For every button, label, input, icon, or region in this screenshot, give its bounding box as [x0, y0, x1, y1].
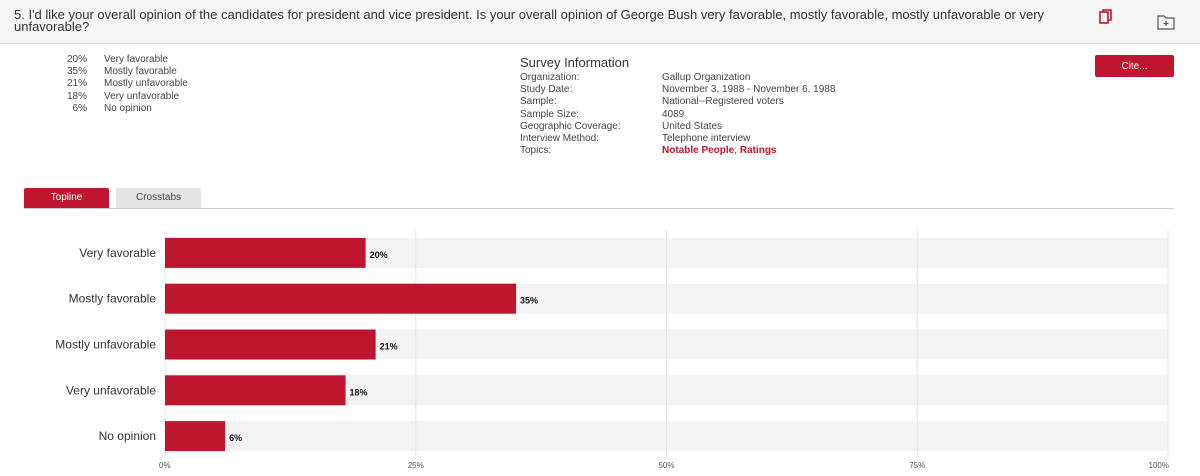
survey-info-row: Interview Method: Telephone interview [520, 133, 835, 145]
category-label: Very favorable [79, 246, 156, 260]
survey-info-key: Sample: [520, 96, 557, 108]
tab-topline[interactable]: Topline [24, 188, 109, 208]
question-text: 5. I'd like your overall opinion of the … [14, 7, 1045, 34]
question-header: 5. I'd like your overall opinion of the … [0, 0, 1200, 44]
results-summary: 20% Very favorable 35% Mostly favorable 21% M… [50, 54, 188, 115]
category-label: Mostly unfavorable [55, 338, 156, 352]
survey-info-key: Sample Size: [520, 108, 579, 120]
result-row: 35% Mostly favorable [50, 66, 188, 78]
category-label: Mostly favorable [69, 292, 157, 306]
result-percent: 18% [66, 90, 87, 102]
result-percent: 21% [66, 78, 87, 90]
topic-separator: ; [734, 145, 740, 157]
topics-key: Topics: [520, 145, 552, 157]
cite-button[interactable]: Cite... [1095, 55, 1174, 77]
survey-info-title: Survey Information [520, 55, 630, 70]
result-row: 6% No opinion [50, 103, 188, 115]
survey-info-row: Study Date: November 3, 1988 - November 6… [520, 84, 835, 96]
bar-value-label: 6% [229, 433, 242, 443]
survey-info-row: Organization: Gallup Organization [520, 72, 835, 84]
bar [165, 329, 376, 360]
bar-value-label: 18% [350, 387, 368, 397]
bar [165, 237, 366, 268]
survey-info-key: Geographic Coverage: [520, 120, 621, 132]
bar-value-label: 21% [380, 342, 398, 352]
survey-info-value: November 3, 1988 - November 6, 1988 [662, 84, 836, 96]
survey-info-value: Gallup Organization [662, 72, 751, 83]
result-row: 18% Very unfavorable [50, 91, 188, 103]
result-label: Very unfavorable [104, 90, 180, 102]
result-label: Mostly favorable [104, 66, 177, 78]
survey-information: Survey Information Organization: Gallup O… [520, 55, 835, 157]
x-tick-label: 25% [408, 461, 424, 470]
topics-row: Topics: Notable People; Ratings [520, 145, 835, 157]
x-tick-label: 50% [658, 461, 674, 470]
survey-info-value: 4089 [662, 108, 685, 120]
survey-info-key: Organization: [520, 72, 580, 83]
x-tick-label: 75% [909, 461, 925, 470]
result-percent: 6% [72, 102, 87, 114]
survey-info-row: Sample: National--Registered voters [520, 96, 835, 108]
result-percent: 20% [66, 54, 87, 65]
bar [165, 375, 346, 406]
folder-add-icon[interactable] [1157, 14, 1175, 30]
survey-info-key: Study Date: [520, 84, 573, 96]
result-row: 20% Very favorable [50, 54, 188, 66]
category-label: No opinion [99, 429, 156, 443]
x-tick-label: 100% [1149, 461, 1169, 470]
result-label: Mostly unfavorable [104, 78, 188, 90]
survey-info-row: Sample Size: 4089 [520, 109, 835, 121]
bar-value-label: 20% [370, 250, 388, 260]
result-percent: 35% [66, 66, 87, 78]
bar [165, 421, 226, 452]
result-label: Very favorable [104, 54, 168, 65]
bar-value-label: 35% [520, 296, 538, 306]
copy-icon[interactable] [1099, 9, 1113, 25]
tab-crosstabs[interactable]: Crosstabs [116, 188, 201, 208]
topic-link-ratings[interactable]: Ratings [739, 145, 777, 157]
view-tabs: Topline Crosstabs [24, 188, 1174, 209]
result-label: No opinion [104, 102, 152, 114]
survey-info-value: Telephone interview [662, 133, 751, 145]
survey-info-row: Geographic Coverage: United States [520, 121, 835, 133]
survey-info-value: National--Registered voters [662, 96, 784, 108]
result-row: 21% Mostly unfavorable [50, 78, 188, 90]
x-tick-label: 0% [159, 461, 171, 470]
survey-info-key: Interview Method: [520, 133, 599, 145]
bar [165, 283, 517, 314]
bar-chart-svg: 0% 25% 50% 75% 100% Very favorable 20% Mostly f… [55, 230, 1169, 470]
survey-info-value: United States [662, 120, 723, 132]
topline-chart: 0% 25% 50% 75% 100% Very favorable 20% Mostly f… [0, 222, 1200, 476]
topic-link-notable-people[interactable]: Notable People [662, 145, 735, 157]
category-label: Very unfavorable [66, 383, 156, 397]
